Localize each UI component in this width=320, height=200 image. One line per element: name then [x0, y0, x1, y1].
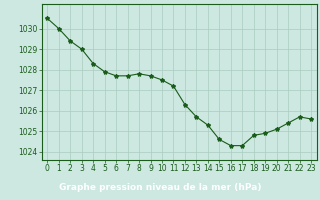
Text: Graphe pression niveau de la mer (hPa): Graphe pression niveau de la mer (hPa)	[59, 182, 261, 192]
